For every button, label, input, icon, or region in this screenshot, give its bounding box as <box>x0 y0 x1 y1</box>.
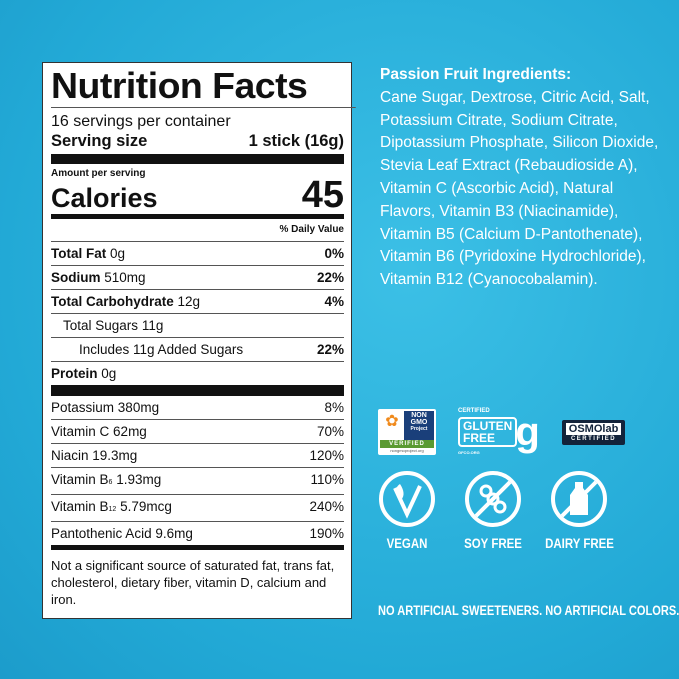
micro-dv: 8% <box>324 400 344 415</box>
gluten-free-badge: CERTIFIED GLUTEN FREE GFCO.ORG g <box>458 405 540 459</box>
nutrient-amount: 510mg <box>104 270 146 285</box>
dairy-free-label: DAIRY FREE <box>544 536 614 551</box>
tagline: NO ARTIFICIAL SWEETENERS. NO ARTIFICIAL … <box>378 603 679 618</box>
nutrient-dv: 4% <box>324 294 344 309</box>
nongmo-url: nongmoproject.org <box>390 448 424 453</box>
diet-icons: VEGAN SOY FREE DAIRY FREE <box>378 470 613 551</box>
nutrient-name: Total Sugars <box>63 318 139 333</box>
micro-dv: 70% <box>316 424 344 439</box>
g-logo-icon: g <box>515 410 540 454</box>
nutrient-row: Sodium 510mg 22% <box>51 266 344 290</box>
micronutrient-row: Pantothenic Acid 9.6mg 190% <box>51 522 344 545</box>
nongmo-line2: GMO <box>410 419 428 426</box>
micro-amount: 5.79mcg <box>120 499 172 514</box>
ingredients: Passion Fruit Ingredients: Cane Sugar, D… <box>380 64 670 292</box>
nutrient-dv: 22% <box>316 270 344 285</box>
micro-name: Pantothenic Acid <box>51 526 152 541</box>
nutrient-name: Protein <box>51 366 98 381</box>
micro-amount: 19.3mg <box>92 448 138 463</box>
dairy-free-item: DAIRY FREE <box>545 470 613 551</box>
micro-name: Vitamin C <box>51 424 110 439</box>
non-gmo-badge: ✿ NON GMO Project VERIFIED nongmoproject.o… <box>378 409 436 455</box>
osmolab-badge: OSMOlab CERTIFIED <box>561 419 626 445</box>
micro-dv: 110% <box>310 472 344 487</box>
nutrient-name: Total Carbohydrate <box>51 294 174 309</box>
label-title: Nutrition Facts <box>51 67 356 108</box>
daily-value-header: % Daily Value <box>51 219 344 242</box>
nutrient-row: Includes 11g Added Sugars 22% <box>51 338 344 362</box>
ingredients-heading: Passion Fruit Ingredients: <box>380 66 572 83</box>
amount-per-serving: Amount per serving <box>51 168 146 179</box>
serving-size-value: 1 stick (16g) <box>248 132 344 150</box>
servings-per-container: 16 servings per container <box>51 113 231 130</box>
micro-name: Potassium <box>51 400 115 415</box>
gluten-line1: GLUTEN <box>463 419 513 433</box>
micro-amount: 1.93mg <box>116 472 162 487</box>
soy-free-icon <box>465 471 521 527</box>
divider-thick <box>51 385 344 396</box>
nutrition-facts-label: Nutrition Facts 16 servings per containe… <box>42 62 356 619</box>
soy-free-item: SOY FREE <box>464 470 522 551</box>
nutrient-dv: 0% <box>324 246 344 261</box>
micro-name: Vitamin B <box>51 472 109 487</box>
micro-name: Niacin <box>51 448 89 463</box>
nutrient-row: Total Fat 0g 0% <box>51 242 344 266</box>
calories-value: 45 <box>301 174 344 216</box>
certification-badges: ✿ NON GMO Project VERIFIED nongmoproject.o… <box>378 405 626 459</box>
nutrient-amount: 0g <box>101 366 117 381</box>
micronutrient-row: Vitamin B12 5.79mcg 240% <box>51 495 344 522</box>
divider-thick <box>51 154 344 164</box>
nutrient-name: Sodium <box>51 270 101 285</box>
micronutrient-row: Niacin 19.3mg 120% <box>51 444 344 468</box>
nutrient-row: Total Sugars 11g <box>51 314 344 338</box>
micro-amount: 380mg <box>117 400 160 415</box>
calories-row: Calories 45 <box>51 174 344 216</box>
calories-label: Calories <box>51 183 158 213</box>
micro-amount: 62mg <box>113 424 147 439</box>
nutrient-dv: 22% <box>316 342 344 357</box>
nutrient-row: Protein 0g <box>51 362 344 385</box>
micronutrient-row: Potassium 380mg 8% <box>51 396 344 420</box>
vegan-item: VEGAN <box>378 470 436 551</box>
micro-sub: 12 <box>108 506 117 513</box>
gluten-certified: CERTIFIED <box>458 408 490 414</box>
nutrient-amount: 12g <box>177 294 201 309</box>
gluten-line2: FREE <box>463 431 496 445</box>
nutrient-row: Total Carbohydrate 12g 4% <box>51 290 344 314</box>
vegan-leaf-icon <box>379 471 435 527</box>
serving-size-label: Serving size <box>51 132 148 150</box>
nongmo-line3: Project <box>410 426 428 432</box>
micro-dv: 190% <box>309 526 344 541</box>
gluten-url: GFCO.ORG <box>458 450 480 455</box>
micronutrient-row: Vitamin B6 1.93mg 110% <box>51 468 344 495</box>
footnote: Not a significant source of saturated fa… <box>51 558 335 607</box>
osmo-certified: CERTIFIED <box>570 435 617 442</box>
micro-dv: 240% <box>309 499 344 514</box>
serving-size: Serving size 1 stick (16g) <box>51 131 344 151</box>
nutrient-amount: 11g <box>141 318 164 333</box>
micronutrient-row: Vitamin C 62mg 70% <box>51 420 344 444</box>
nutrient-amount: 0g <box>110 246 126 261</box>
micro-dv: 120% <box>309 448 344 463</box>
micro-name: Vitamin B <box>51 499 109 514</box>
divider-medium <box>51 545 344 550</box>
dairy-free-icon <box>551 471 607 527</box>
soy-free-label: SOY FREE <box>464 536 522 551</box>
divider-medium <box>51 214 344 219</box>
nongmo-line1: NON <box>411 412 427 419</box>
micro-sub: 6 <box>108 479 113 486</box>
nutrient-name: Includes 11g Added Sugars <box>79 342 244 357</box>
vegan-label: VEGAN <box>386 536 428 551</box>
butterfly-icon: ✿ <box>385 413 399 430</box>
osmo-name: OSMOlab <box>565 422 622 435</box>
nongmo-verified: VERIFIED <box>380 440 434 448</box>
micro-amount: 9.6mg <box>155 526 193 541</box>
ingredients-text: Cane Sugar, Dextrose, Citric Acid, Salt,… <box>380 88 659 289</box>
nutrient-name: Total Fat <box>51 246 107 261</box>
